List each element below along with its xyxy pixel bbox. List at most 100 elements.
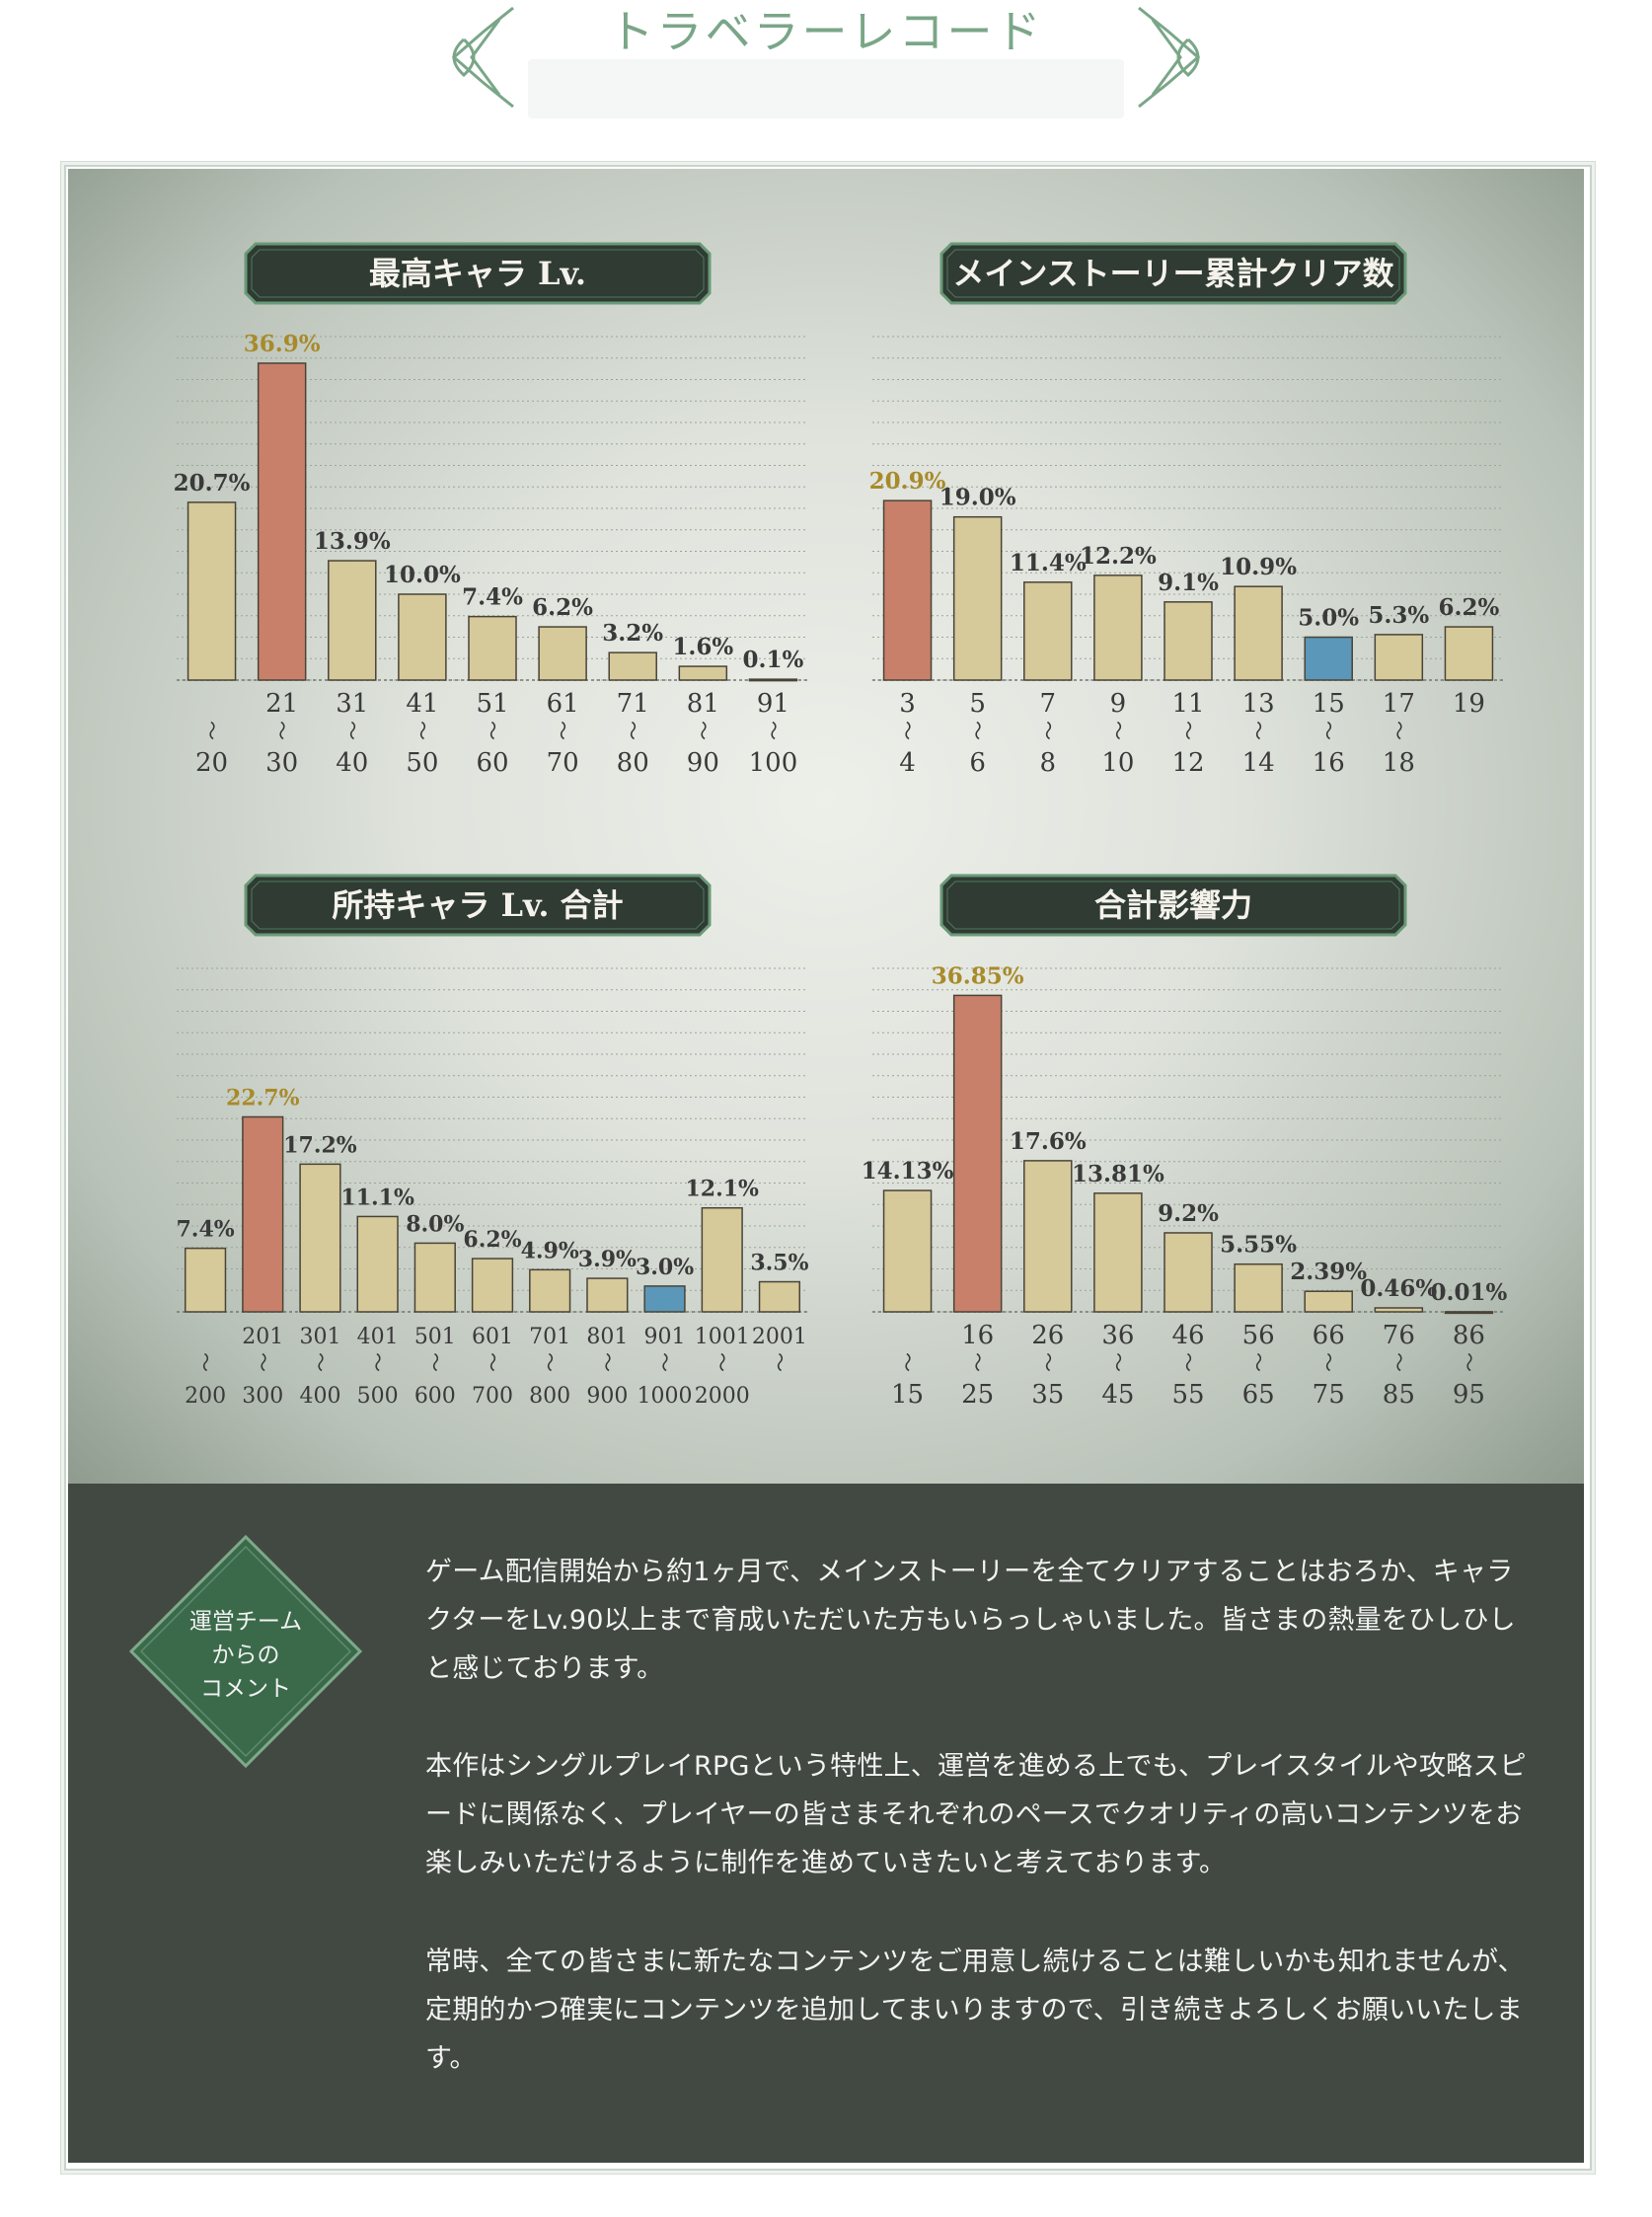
chart-title: 最高キャラ Lv. [369, 255, 586, 292]
tick-label: 800 [529, 1384, 570, 1409]
tick-label: 300 [242, 1384, 283, 1409]
tick-label: 7 [1040, 689, 1057, 719]
chart-title: 所持キャラ Lv. 合計 [332, 886, 623, 924]
tick-label: 14 [1242, 748, 1275, 778]
tick-label: 10 [1101, 748, 1134, 778]
bar [1234, 585, 1283, 681]
tick-label: 701 [529, 1325, 570, 1349]
chart-title-banner: 合計影響力 [939, 874, 1407, 937]
tick-label: 13 [1242, 689, 1275, 719]
tick-label: 201 [242, 1325, 283, 1349]
tick-label-separator: 〜 [1387, 1352, 1410, 1372]
tick-label-separator: 〜 [200, 721, 224, 740]
tick-label-separator: 〜 [340, 721, 364, 740]
tick-label: 31 [336, 689, 368, 719]
tick-label-separator: 〜 [308, 1352, 332, 1372]
data-label: 8.0% [406, 1211, 464, 1237]
tick-label-separator: 〜 [423, 1352, 447, 1372]
tick-label: 501 [414, 1325, 456, 1349]
data-label: 0.46% [1360, 1275, 1437, 1302]
tick-label-separator: 〜 [411, 721, 434, 740]
tick-label: 81 [687, 689, 719, 719]
bar [1023, 1160, 1073, 1313]
chart-title-banner: 所持キャラ Lv. 合計 [244, 874, 712, 937]
data-label: 3.2% [602, 620, 663, 647]
tick-label-separator: 〜 [1176, 721, 1200, 740]
data-label: 5.3% [1368, 602, 1429, 629]
tick-label-separator: 〜 [366, 1352, 390, 1372]
page-title: トラベラーレコード [608, 5, 1044, 58]
bar [1444, 1311, 1494, 1315]
comment-paragraph-2: 本作はシングルプレイRPGという特性上、運営を進める上でも、プレイスタイルや攻略… [425, 1751, 1527, 1878]
data-label: 6.2% [463, 1227, 521, 1253]
bar [608, 651, 657, 681]
chart-main-story-clears: メインストーリー累計クリア数 20.9% 3 〜 4 19.0% 5 〜 6 11.4% 7 〜 8 12… [843, 238, 1514, 810]
bar [1093, 1192, 1143, 1313]
data-label: 3.0% [636, 1255, 694, 1280]
data-label: 2.39% [1290, 1259, 1367, 1285]
tick-label: 26 [1031, 1321, 1064, 1350]
tick-label-separator: 〜 [1387, 721, 1410, 740]
data-label: 10.9% [1220, 554, 1297, 580]
tick-label-separator: 〜 [896, 721, 920, 740]
comment-badge-label: 運営チーム からの コメント [188, 1609, 303, 1702]
tick-label: 56 [1242, 1321, 1275, 1350]
data-label: 4.9% [521, 1238, 579, 1263]
data-label: 5.0% [1298, 605, 1359, 632]
bar [398, 593, 447, 681]
tick-label: 85 [1383, 1380, 1415, 1410]
tick-label: 18 [1383, 748, 1415, 778]
data-label: 1.6% [672, 634, 733, 660]
tick-label: 600 [414, 1384, 456, 1409]
chart-title: 合計影響力 [1094, 886, 1252, 924]
tick-label: 21 [265, 689, 298, 719]
tick-label: 55 [1171, 1380, 1204, 1410]
tick-label: 15 [1313, 689, 1345, 719]
tick-label: 35 [1031, 1380, 1064, 1410]
tick-label-separator: 〜 [621, 721, 644, 740]
tick-label: 36 [1101, 1321, 1134, 1350]
tick-label: 65 [1242, 1380, 1275, 1410]
tick-label: 16 [1313, 748, 1345, 778]
tick-label-separator: 〜 [1036, 1352, 1060, 1372]
data-label: 7.4% [462, 584, 523, 611]
tick-label: 50 [406, 748, 438, 778]
tick-label: 20 [195, 748, 228, 778]
tick-label: 86 [1453, 1321, 1485, 1350]
tick-label: 2000 [695, 1384, 750, 1409]
data-label: 19.0% [939, 485, 1016, 511]
tick-label: 15 [891, 1380, 924, 1410]
tick-label: 40 [336, 748, 368, 778]
comment-section: 運営チーム からの コメント ゲーム配信開始から約1ヶ月で、メインストーリーを全… [68, 1484, 1584, 2163]
tick-label: 30 [265, 748, 298, 778]
tick-label: 71 [617, 689, 649, 719]
tick-label-separator: 〜 [481, 1352, 504, 1372]
bar [1164, 1232, 1213, 1313]
tick-label: 9 [1110, 689, 1127, 719]
tick-label-separator: 〜 [1457, 1352, 1480, 1372]
tick-label-separator: 〜 [1316, 721, 1340, 740]
tick-label: 3 [899, 689, 916, 719]
bar [1023, 581, 1073, 681]
data-label: 20.9% [869, 468, 946, 495]
tick-label-separator: 〜 [768, 1352, 791, 1372]
tick-label: 16 [961, 1321, 994, 1350]
bar [1444, 626, 1494, 681]
data-label: 3.5% [750, 1251, 808, 1276]
tick-label: 80 [617, 748, 649, 778]
tick-label: 2001 [752, 1325, 807, 1349]
bar [882, 1189, 933, 1313]
bar [538, 626, 587, 681]
tick-label-separator: 〜 [1246, 721, 1270, 740]
data-label: 20.7% [174, 470, 251, 497]
tick-label: 45 [1101, 1380, 1134, 1410]
bar [468, 615, 517, 681]
data-label: 17.6% [1010, 1128, 1087, 1155]
tick-label-separator: 〜 [1176, 1352, 1200, 1372]
bar [758, 1280, 801, 1313]
tick-label-separator: 〜 [691, 721, 714, 740]
tick-label: 11 [1171, 689, 1204, 719]
tick-label: 76 [1383, 1321, 1415, 1350]
data-label: 9.1% [1158, 570, 1219, 596]
tick-label: 12 [1171, 748, 1204, 778]
